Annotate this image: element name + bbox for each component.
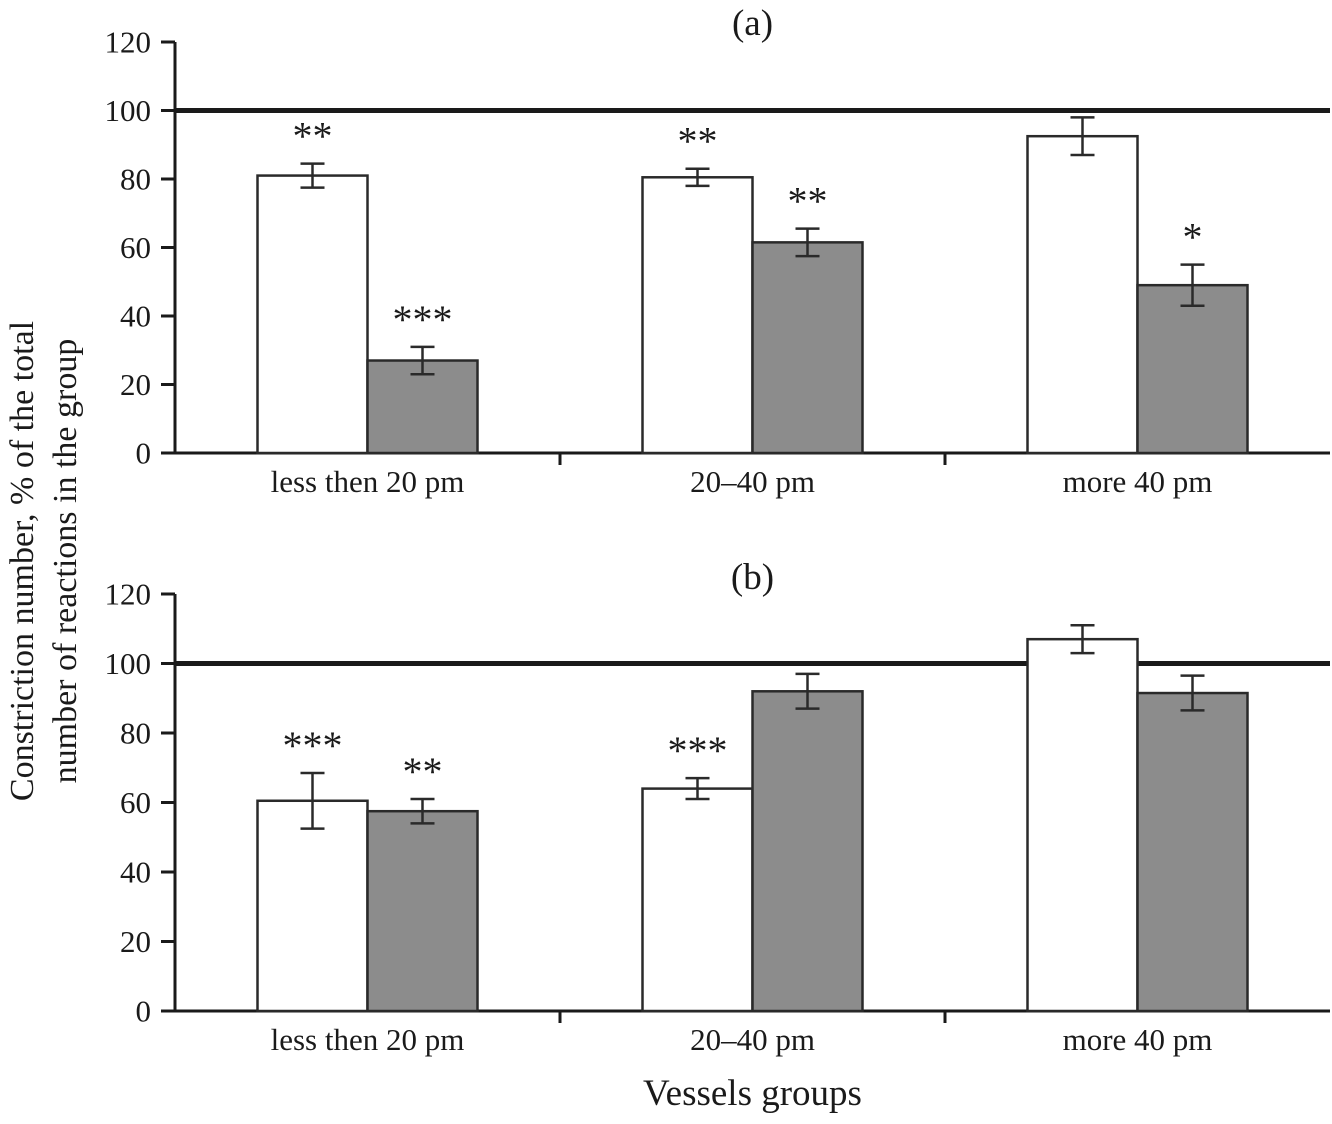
y-tick-label: 40 bbox=[120, 299, 151, 334]
y-tick-label: 20 bbox=[120, 924, 151, 959]
gray-bar bbox=[1136, 283, 1249, 455]
category-label: more 40 pm bbox=[1063, 1022, 1213, 1057]
white-bar bbox=[1026, 134, 1139, 455]
x-axis-label: Vessels groups bbox=[643, 1073, 862, 1114]
white-bar bbox=[256, 174, 369, 455]
y-tick-label: 60 bbox=[120, 785, 151, 820]
y-tick-label: 120 bbox=[105, 577, 152, 612]
significance-annotation: *** bbox=[393, 297, 453, 342]
panel-b-title: (b) bbox=[730, 557, 775, 598]
significance-annotation: *** bbox=[668, 728, 728, 773]
y-tick-label: 80 bbox=[120, 162, 151, 197]
significance-annotation: * bbox=[1183, 215, 1203, 260]
y-tick-label: 120 bbox=[105, 25, 152, 60]
y-axis-label-line1: Constriction number, % of the total bbox=[4, 320, 41, 802]
gray-bar bbox=[751, 690, 864, 1013]
white-bar bbox=[641, 176, 754, 455]
category-label: less then 20 pm bbox=[271, 464, 465, 499]
gray-bar bbox=[1136, 691, 1249, 1013]
y-axis-label-line2: number of reactions in the group bbox=[47, 338, 84, 784]
significance-annotation: ** bbox=[293, 114, 333, 159]
y-tick-label: 100 bbox=[105, 93, 152, 128]
category-label: 20–40 pm bbox=[690, 1022, 815, 1057]
significance-annotation: ** bbox=[788, 179, 828, 224]
y-tick-label: 60 bbox=[120, 230, 151, 265]
gray-bar bbox=[366, 359, 479, 455]
y-axis-label: Constriction number, % of the total numb… bbox=[1, 71, 87, 1051]
significance-annotation: ** bbox=[678, 119, 718, 164]
category-label: less then 20 pm bbox=[271, 1022, 465, 1057]
significance-annotation: *** bbox=[283, 723, 343, 768]
y-tick-label: 20 bbox=[120, 367, 151, 402]
y-tick-label: 100 bbox=[105, 646, 152, 681]
significance-annotation: ** bbox=[403, 749, 443, 794]
y-tick-label: 40 bbox=[120, 855, 151, 890]
y-tick-label: 80 bbox=[120, 716, 151, 751]
gray-bar bbox=[751, 241, 864, 455]
panel-a-title: (a) bbox=[731, 3, 774, 44]
y-tick-label: 0 bbox=[136, 436, 152, 471]
white-bar bbox=[641, 787, 754, 1013]
white-bar bbox=[256, 799, 369, 1013]
white-bar bbox=[1026, 637, 1139, 1013]
y-tick-label: 0 bbox=[136, 994, 152, 1029]
category-label: more 40 pm bbox=[1063, 464, 1213, 499]
category-label: 20–40 pm bbox=[690, 464, 815, 499]
gray-bar bbox=[366, 809, 479, 1013]
